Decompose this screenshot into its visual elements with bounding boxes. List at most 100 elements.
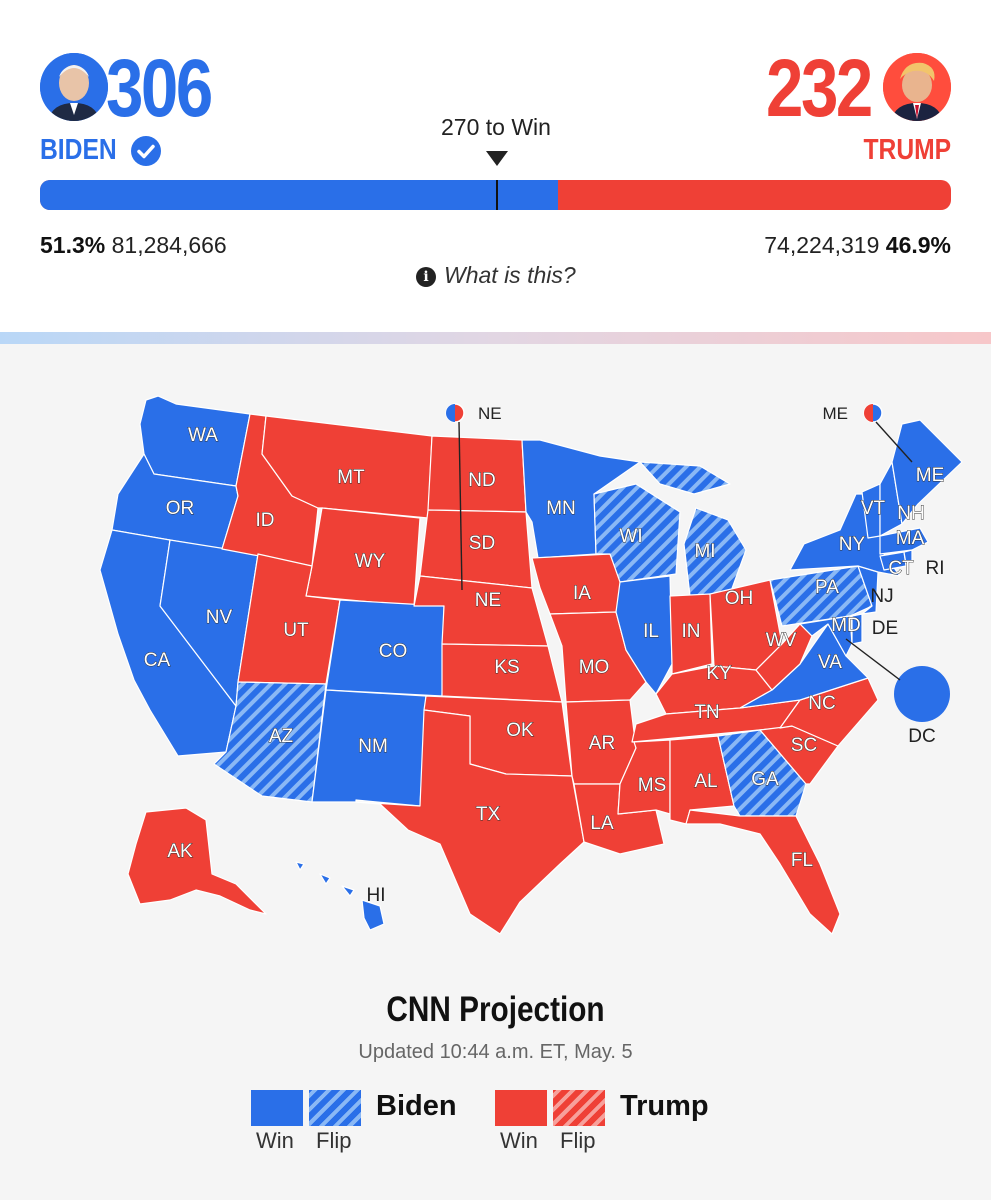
check-circle-icon: [131, 136, 161, 166]
state-TX: [355, 709, 585, 935]
info-icon: i: [416, 267, 436, 287]
legend-trump-flip-label: Flip: [560, 1128, 596, 1153]
state-label-de: DE: [872, 618, 898, 639]
projection-updated: Updated 10:44 a.m. ET, May. 5: [358, 1041, 633, 1063]
state-IL: [615, 575, 673, 695]
state-label-vt: VT: [861, 498, 886, 519]
state-label-ny: NY: [839, 534, 866, 555]
state-label-dc: DC: [908, 726, 935, 747]
state-HI: [295, 861, 385, 931]
trump-name: TRUMP: [863, 134, 951, 166]
state-label-ok: OK: [506, 720, 534, 741]
state-label-mn: MN: [546, 498, 576, 519]
trump-electoral-votes: 232: [766, 43, 873, 134]
legend-biden-win-swatch: [251, 1090, 303, 1126]
state-label-oh: OH: [725, 588, 754, 609]
biden-votes: 81,284,666: [111, 232, 227, 258]
state-label-il: IL: [643, 621, 659, 642]
state-label-nh: NH: [897, 503, 924, 524]
state-label-ks: KS: [494, 657, 519, 678]
threshold-label: 270 to Win: [441, 114, 551, 140]
state-label-ca: CA: [144, 650, 171, 671]
state-label-ri: RI: [926, 558, 945, 579]
biden-avatar: [40, 53, 108, 121]
trump-popular-vote: 74,224,319 46.9%: [764, 231, 951, 259]
state-PA: [769, 565, 873, 627]
state-label-fl: FL: [791, 850, 813, 871]
state-label-sc: SC: [791, 735, 817, 756]
state-label-nv: NV: [206, 607, 233, 628]
threshold-arrow-icon: [486, 151, 508, 166]
state-label-tx: TX: [476, 804, 501, 825]
biden-name: BIDEN: [40, 134, 117, 166]
state-label-mi: MI: [694, 541, 715, 562]
threshold-marker: [496, 180, 498, 210]
state-label-nj: NJ: [870, 586, 893, 607]
legend-biden-flip-label: Flip: [316, 1128, 352, 1153]
state-FL: [685, 809, 841, 935]
state-MA: [879, 527, 929, 555]
state-label-me: ME: [916, 465, 945, 486]
me-split-marker: [863, 403, 913, 463]
biden-percent: 51.3%: [40, 232, 106, 258]
legend-trump-win-swatch: [495, 1090, 547, 1126]
state-MD: [799, 615, 853, 657]
state-label-ms: MS: [638, 775, 667, 796]
trump-avatar: [883, 53, 951, 121]
state-label-sd: SD: [469, 533, 495, 554]
state-label-co: CO: [379, 641, 408, 662]
legend-biden-flip-swatch: [309, 1090, 361, 1126]
state-label-ut: UT: [283, 620, 309, 641]
state-label-nm: NM: [358, 736, 388, 757]
state-label-wv: WV: [766, 630, 797, 651]
state-AZ: [213, 681, 327, 803]
state-label-id: ID: [256, 510, 275, 531]
state-label-ct: CT: [888, 558, 914, 579]
state-label-or: OR: [166, 498, 195, 519]
legend-biden-win-label: Win: [256, 1128, 294, 1153]
state-DE: [851, 613, 863, 645]
state-DC: [894, 666, 950, 722]
legend-trump-label: Trump: [620, 1090, 709, 1122]
state-label-az: AZ: [269, 726, 294, 747]
state-label-nc: NC: [808, 693, 835, 714]
map-section: WA OR CA NV ID MT WY UT AZ CO NM ND SD NE KS OK TX MN IA MO…: [0, 344, 991, 1200]
state-CT: [879, 551, 907, 571]
legend-trump-win-label: Win: [500, 1128, 538, 1153]
ne-split-marker: [445, 403, 465, 591]
legend-trump-flip-swatch: [553, 1090, 605, 1126]
state-label-ga: GA: [751, 769, 779, 790]
state-label-al: AL: [694, 771, 717, 792]
state-label-wy: WY: [355, 551, 386, 572]
biden-bar-fill: [40, 180, 559, 210]
state-labels: WA OR CA NV ID MT WY UT AZ CO NM ND SD NE KS OK TX MN IA MO…: [143, 404, 945, 906]
gradient-divider: [0, 332, 991, 344]
state-WI: [593, 483, 681, 583]
state-label-tn: TN: [694, 702, 719, 723]
state-AK: [127, 807, 267, 915]
state-label-pa: PA: [815, 577, 839, 598]
state-MI-UP: [639, 461, 731, 495]
state-label-wa: WA: [188, 425, 218, 446]
state-label-mo: MO: [579, 657, 610, 678]
state-label-nd: ND: [468, 470, 495, 491]
state-label-ne: NE: [475, 590, 501, 611]
trump-percent: 46.9%: [885, 232, 951, 258]
split-label-me: ME: [823, 404, 849, 423]
electoral-bar: [40, 180, 951, 210]
biden-popular-vote: 51.3% 81,284,666: [40, 231, 227, 259]
results-header: 306 BIDEN 232 TRUMP 270 to Win 51.3% 81,…: [0, 0, 991, 332]
legend-biden-label: Biden: [376, 1090, 457, 1122]
what-is-this-link[interactable]: i What is this?: [416, 262, 576, 289]
state-IN: [669, 593, 713, 675]
state-label-va: VA: [818, 652, 842, 673]
biden-electoral-votes: 306: [106, 43, 213, 134]
state-label-in: IN: [682, 621, 701, 642]
state-label-hi: HI: [367, 885, 386, 906]
state-label-mt: MT: [337, 467, 365, 488]
state-label-ma: MA: [896, 528, 925, 549]
state-label-la: LA: [590, 813, 614, 834]
split-label-ne: NE: [478, 404, 502, 423]
state-label-ky: KY: [706, 663, 732, 684]
us-electoral-map: WA OR CA NV ID MT WY UT AZ CO NM ND SD NE KS OK TX MN IA MO…: [99, 395, 963, 935]
